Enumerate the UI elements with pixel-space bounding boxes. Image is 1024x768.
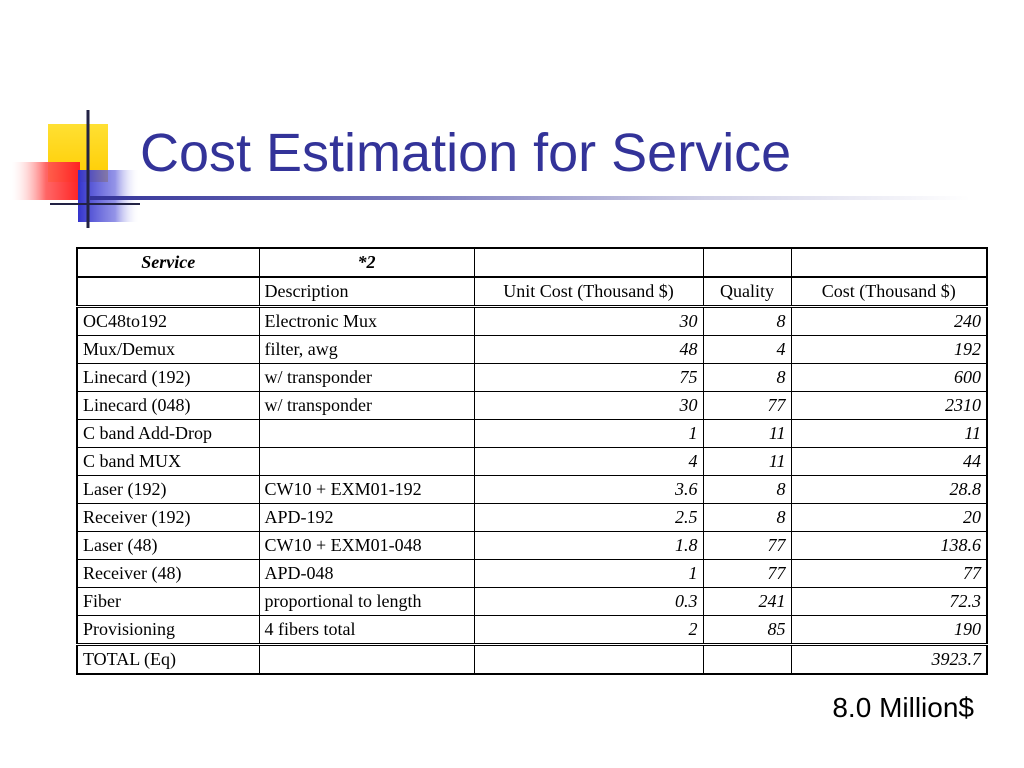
cell-service: Mux/Demux: [76, 335, 260, 364]
cell-quality: 8: [702, 475, 792, 504]
cell-service: OC48to192: [76, 306, 260, 336]
cell-unit-cost: 48: [473, 335, 704, 364]
cell-unit-cost: 2.5: [473, 503, 704, 532]
cell-quality: 8: [702, 306, 792, 336]
cell-quality: 77: [702, 531, 792, 560]
table-row: Receiver (48) APD-048 1 77 77: [76, 559, 988, 588]
cell-cost: 20: [790, 503, 988, 532]
corner-squares-decoration-icon: [12, 110, 140, 228]
cell-description: 4 fibers total: [258, 615, 475, 645]
cell-quality: 11: [702, 419, 792, 448]
header-cell: Quality: [702, 276, 792, 308]
cell-quality: 85: [702, 615, 792, 645]
table-row: Linecard (192) w/ transponder 75 8 600: [76, 363, 988, 392]
cell-quality: 77: [702, 391, 792, 420]
table-row: Laser (48) CW10 + EXM01-048 1.8 77 138.6: [76, 531, 988, 560]
table-row: OC48to192 Electronic Mux 30 8 240: [76, 306, 988, 336]
header-cell: [76, 276, 260, 308]
cell-quality: 77: [702, 559, 792, 588]
cell-service: C band MUX: [76, 447, 260, 476]
table-row: C band MUX 4 11 44: [76, 447, 988, 476]
cell-description: APD-048: [258, 559, 475, 588]
header-cell: Description: [258, 276, 475, 308]
cell-quality: 4: [702, 335, 792, 364]
page-title: Cost Estimation for Service: [140, 123, 792, 183]
header-cell: Service: [76, 247, 260, 278]
cell-cost: 240: [790, 306, 988, 336]
cell-service: Linecard (048): [76, 391, 260, 420]
header-cell: Cost (Thousand $): [790, 276, 988, 308]
cell-unit-cost: 4: [473, 447, 704, 476]
cell-quality: 241: [702, 587, 792, 616]
total-summary: 8.0 Million$: [832, 692, 974, 723]
cell-unit-cost: 1: [473, 559, 704, 588]
table-row: Fiber proportional to length 0.3 241 72.3: [76, 587, 988, 616]
cell-cost: 2310: [790, 391, 988, 420]
cell-description: [258, 447, 475, 476]
cell-service: Fiber: [76, 587, 260, 616]
total-empty-cell: [702, 643, 792, 675]
cell-cost: 72.3: [790, 587, 988, 616]
cell-unit-cost: 1.8: [473, 531, 704, 560]
cost-table-container: Service *2 Description Unit Cost (Thousa…: [76, 247, 988, 675]
table-row: Provisioning 4 fibers total 2 85 190: [76, 615, 988, 645]
cell-description: w/ transponder: [258, 363, 475, 392]
cell-unit-cost: 30: [473, 306, 704, 336]
table-header-row-1: Service *2: [76, 247, 988, 278]
cell-cost: 138.6: [790, 531, 988, 560]
header-cell: *2: [258, 247, 475, 278]
cell-description: APD-192: [258, 503, 475, 532]
cell-cost: 28.8: [790, 475, 988, 504]
cell-quality: 8: [702, 503, 792, 532]
header-cell: [473, 247, 704, 278]
cell-unit-cost: 3.6: [473, 475, 704, 504]
total-label: TOTAL (Eq): [76, 643, 260, 675]
cell-unit-cost: 30: [473, 391, 704, 420]
cell-cost: 11: [790, 419, 988, 448]
title-divider: [90, 196, 970, 200]
cell-unit-cost: 1: [473, 419, 704, 448]
cell-description: proportional to length: [258, 587, 475, 616]
cell-quality: 11: [702, 447, 792, 476]
total-empty-cell: [473, 643, 704, 675]
table-row: Mux/Demux filter, awg 48 4 192: [76, 335, 988, 364]
cell-cost: 190: [790, 615, 988, 645]
cell-unit-cost: 0.3: [473, 587, 704, 616]
table-row: C band Add-Drop 1 11 11: [76, 419, 988, 448]
cell-unit-cost: 2: [473, 615, 704, 645]
cell-cost: 192: [790, 335, 988, 364]
cell-service: Provisioning: [76, 615, 260, 645]
cell-description: w/ transponder: [258, 391, 475, 420]
cell-description: CW10 + EXM01-048: [258, 531, 475, 560]
cell-cost: 77: [790, 559, 988, 588]
cell-service: Receiver (48): [76, 559, 260, 588]
cell-service: Laser (48): [76, 531, 260, 560]
cell-quality: 8: [702, 363, 792, 392]
cell-service: C band Add-Drop: [76, 419, 260, 448]
cell-service: Receiver (192): [76, 503, 260, 532]
cost-table: Service *2 Description Unit Cost (Thousa…: [76, 247, 988, 675]
table-header-row-2: Description Unit Cost (Thousand $) Quali…: [76, 276, 988, 308]
cell-service: Linecard (192): [76, 363, 260, 392]
cell-cost: 600: [790, 363, 988, 392]
cell-description: [258, 419, 475, 448]
total-empty-cell: [258, 643, 475, 675]
header-cell: Unit Cost (Thousand $): [473, 276, 704, 308]
table-row: Laser (192) CW10 + EXM01-192 3.6 8 28.8: [76, 475, 988, 504]
header-cell: [702, 247, 792, 278]
cell-unit-cost: 75: [473, 363, 704, 392]
cell-service: Laser (192): [76, 475, 260, 504]
total-cost: 3923.7: [790, 643, 988, 675]
table-total-row: TOTAL (Eq) 3923.7: [76, 643, 988, 675]
cell-description: Electronic Mux: [258, 306, 475, 336]
cell-cost: 44: [790, 447, 988, 476]
cell-description: CW10 + EXM01-192: [258, 475, 475, 504]
header-cell: [790, 247, 988, 278]
cell-description: filter, awg: [258, 335, 475, 364]
table-row: Receiver (192) APD-192 2.5 8 20: [76, 503, 988, 532]
table-row: Linecard (048) w/ transponder 30 77 2310: [76, 391, 988, 420]
